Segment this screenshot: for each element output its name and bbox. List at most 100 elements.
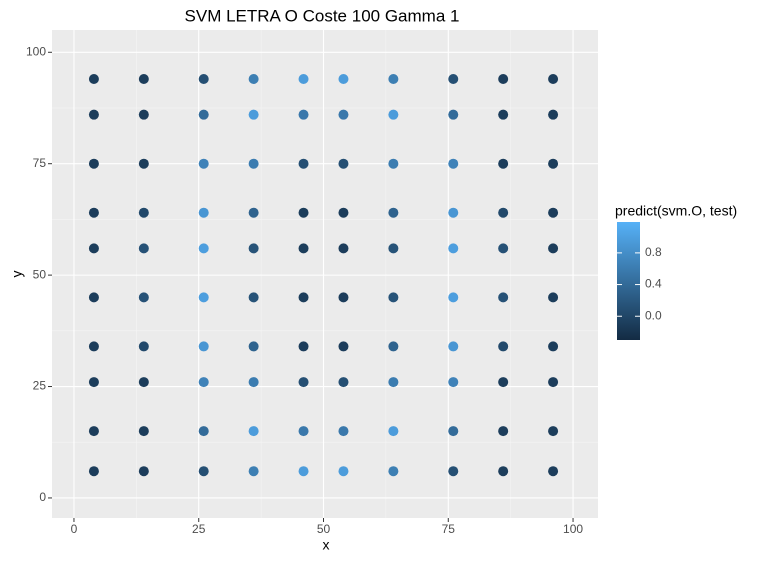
- point: [338, 341, 349, 352]
- point: [338, 243, 349, 254]
- point: [338, 74, 349, 85]
- point: [248, 341, 259, 352]
- point: [388, 426, 399, 437]
- point: [448, 341, 459, 352]
- y-tick-label: 25: [33, 379, 47, 393]
- point: [248, 426, 259, 437]
- point: [448, 109, 459, 120]
- point: [298, 109, 309, 120]
- point: [138, 426, 149, 437]
- point: [298, 158, 309, 169]
- chart-title: SVM LETRA O Coste 100 Gamma 1: [185, 6, 460, 25]
- point: [388, 158, 399, 169]
- point: [248, 158, 259, 169]
- point: [298, 207, 309, 218]
- point: [338, 377, 349, 388]
- x-tick-label: 100: [563, 522, 583, 536]
- point: [498, 243, 509, 254]
- point: [498, 466, 509, 477]
- point: [88, 466, 99, 477]
- point: [298, 426, 309, 437]
- point: [88, 341, 99, 352]
- point: [198, 377, 209, 388]
- point: [498, 341, 509, 352]
- point: [138, 377, 149, 388]
- point: [298, 341, 309, 352]
- point: [138, 109, 149, 120]
- point: [88, 243, 99, 254]
- x-tick-label: 0: [71, 522, 78, 536]
- point: [498, 109, 509, 120]
- point: [498, 158, 509, 169]
- point: [298, 292, 309, 303]
- point: [338, 426, 349, 437]
- point: [498, 377, 509, 388]
- point: [338, 158, 349, 169]
- point: [448, 158, 459, 169]
- point: [338, 466, 349, 477]
- point: [248, 292, 259, 303]
- point: [88, 109, 99, 120]
- point: [388, 243, 399, 254]
- point: [548, 158, 559, 169]
- y-axis-title: y: [9, 271, 25, 278]
- point: [388, 207, 399, 218]
- grid: [52, 30, 598, 518]
- point: [248, 466, 259, 477]
- point: [88, 426, 99, 437]
- y-tick-label: 75: [33, 156, 47, 170]
- point: [498, 74, 509, 85]
- point: [198, 207, 209, 218]
- point: [198, 466, 209, 477]
- point: [498, 426, 509, 437]
- point: [138, 466, 149, 477]
- point: [388, 377, 399, 388]
- point: [388, 292, 399, 303]
- point: [88, 292, 99, 303]
- point: [298, 466, 309, 477]
- point: [298, 377, 309, 388]
- point: [248, 243, 259, 254]
- point: [548, 292, 559, 303]
- point: [548, 207, 559, 218]
- point: [548, 341, 559, 352]
- point: [548, 466, 559, 477]
- point: [448, 207, 459, 218]
- x-axis-title: x: [323, 537, 330, 553]
- colorbar-tick-label: 0.8: [645, 245, 662, 259]
- point: [548, 74, 559, 85]
- x-tick-label: 75: [442, 522, 456, 536]
- point: [448, 466, 459, 477]
- y-tick-label: 50: [33, 267, 47, 281]
- point: [548, 377, 559, 388]
- point: [338, 292, 349, 303]
- point: [388, 74, 399, 85]
- point: [248, 207, 259, 218]
- y-tick-label: 0: [39, 490, 46, 504]
- point: [198, 292, 209, 303]
- point: [298, 243, 309, 254]
- point: [388, 466, 399, 477]
- points: [88, 74, 559, 477]
- panel: [52, 30, 598, 518]
- point: [138, 158, 149, 169]
- y-tick-label: 100: [26, 44, 46, 58]
- point: [448, 377, 459, 388]
- point: [338, 109, 349, 120]
- point: [548, 243, 559, 254]
- point: [88, 158, 99, 169]
- point: [448, 74, 459, 85]
- point: [248, 377, 259, 388]
- colorbar-tick-label: 0.0: [645, 308, 662, 322]
- colorbar: [617, 222, 640, 340]
- point: [388, 341, 399, 352]
- point: [448, 243, 459, 254]
- point: [248, 109, 259, 120]
- point: [548, 109, 559, 120]
- point: [198, 74, 209, 85]
- point: [138, 207, 149, 218]
- point: [198, 426, 209, 437]
- legend-title: predict(svm.O, test): [615, 203, 737, 219]
